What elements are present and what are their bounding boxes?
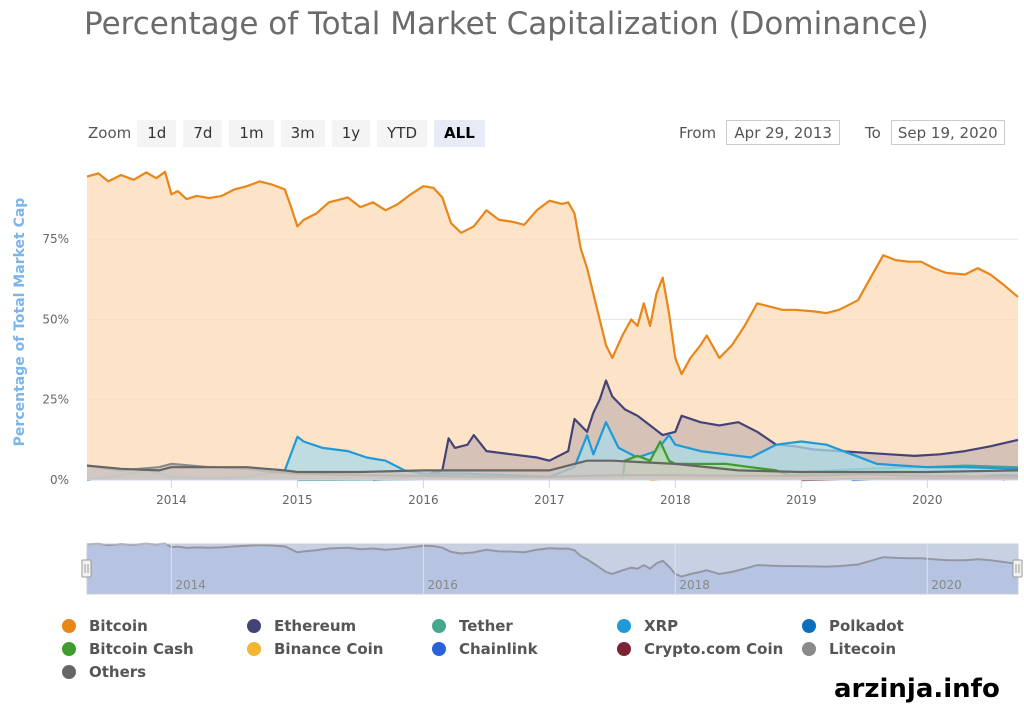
legend-dot-icon: [617, 618, 631, 633]
navigator-right-handle[interactable]: [1012, 559, 1023, 578]
navigator-tick-label: 2018: [679, 578, 710, 592]
navigator-series: [86, 542, 1019, 594]
y-axis-label: Percentage of Total Market Cap: [12, 198, 28, 447]
x-tick-label: 2017: [534, 493, 565, 507]
legend-item-bitcoin-cash[interactable]: Bitcoin Cash: [62, 638, 247, 659]
zoom-ytd-button[interactable]: YTD: [377, 119, 428, 147]
y-tick-label: 50%: [42, 312, 69, 326]
legend-item-crypto-com-coin[interactable]: Crypto.com Coin: [617, 638, 802, 659]
zoom-1y-button[interactable]: 1y: [331, 119, 371, 147]
zoom-7d-button[interactable]: 7d: [183, 119, 223, 147]
legend-dot-icon: [62, 618, 76, 633]
x-tick-label: 2018: [660, 493, 691, 507]
dominance-chart: 0% 25% 50% 75% 2014 2015 2016 2017 2018 2019 2020…: [12, 170, 1023, 595]
legend-label: Crypto.com Coin: [644, 639, 784, 658]
line-others[interactable]: [86, 459, 1019, 474]
legend-item-ethereum[interactable]: Ethereum: [247, 615, 432, 636]
range-to: To: [865, 120, 1005, 145]
legend-label: Tether: [459, 616, 513, 635]
x-tick-label: 2015: [282, 493, 313, 507]
x-axis: 2014 2015 2016 2017 2018 2019 2020: [87, 479, 1018, 507]
navigator[interactable]: 2014 2016 2018 2020: [81, 542, 1023, 595]
legend-dot-icon: [247, 641, 261, 656]
legend-dot-icon: [617, 641, 631, 656]
x-tick-label: 2019: [786, 493, 817, 507]
legend-dot-icon: [432, 618, 446, 633]
range-to-label: To: [865, 123, 881, 142]
navigator-left-handle[interactable]: [81, 559, 92, 578]
legend-label: Bitcoin Cash: [89, 639, 194, 658]
x-tick-label: 2016: [408, 493, 439, 507]
legend-item-others[interactable]: Others: [62, 661, 247, 682]
navigator-tick-label: 2016: [427, 578, 458, 592]
navigator-tick-label: 2014: [175, 578, 206, 592]
legend-dot-icon: [62, 641, 76, 656]
legend-label: Litecoin: [829, 639, 897, 658]
line-bitcoin[interactable]: [86, 170, 1019, 376]
navigator-tick-label: 2020: [931, 578, 962, 592]
zoom-3m-button[interactable]: 3m: [280, 119, 325, 147]
x-tick-label: 2014: [156, 493, 187, 507]
legend-item-bitcoin[interactable]: Bitcoin: [62, 615, 247, 636]
zoom-1m-button[interactable]: 1m: [229, 119, 274, 147]
legend-label: Polkadot: [829, 616, 904, 635]
zoom-toolbar: Zoom 1d 7d 1m 3m 1y YTD ALL: [88, 119, 492, 147]
navigator-x-axis: 2014 2016 2018 2020: [170, 544, 962, 594]
legend-item-xrp[interactable]: XRP: [617, 615, 802, 636]
watermark: arzinja.info: [832, 674, 1002, 704]
y-axis: 0% 25% 50% 75%: [42, 232, 69, 487]
series-areas: [86, 170, 1019, 482]
range-from-label: From: [679, 123, 717, 142]
y-tick-label: 25%: [42, 393, 69, 407]
legend-dot-icon: [802, 618, 816, 633]
legend-item-binance-coin[interactable]: Binance Coin: [247, 638, 432, 659]
navigator-selection[interactable]: [86, 543, 1019, 595]
chart-title: Percentage of Total Market Capitalizatio…: [84, 6, 929, 42]
legend-item-tether[interactable]: Tether: [432, 615, 617, 636]
y-tick-label: 0%: [50, 473, 69, 487]
legend-dot-icon: [247, 618, 261, 633]
legend-item-litecoin[interactable]: Litecoin: [802, 638, 962, 659]
legend-label: Binance Coin: [274, 639, 384, 658]
legend-item-polkadot[interactable]: Polkadot: [802, 615, 962, 636]
range-from-input[interactable]: [726, 120, 841, 145]
zoom-all-button[interactable]: ALL: [434, 119, 485, 147]
legend-label: Ethereum: [274, 616, 357, 635]
legend-label: XRP: [644, 616, 679, 635]
area-xrp: [87, 422, 1018, 480]
line-ethereum[interactable]: [372, 379, 1019, 482]
line-xrp[interactable]: [86, 421, 1019, 482]
range-from: From: [679, 120, 841, 145]
legend-dot-icon: [802, 641, 816, 656]
legend-dot-icon: [432, 641, 446, 656]
legend-label: Chainlink: [459, 639, 538, 658]
zoom-1d-button[interactable]: 1d: [137, 119, 177, 147]
legend: Bitcoin Ethereum Tether XRP Polkadot Bitcoin …: [62, 615, 962, 682]
legend-dot-icon: [62, 664, 76, 679]
x-tick-label: 2020: [912, 493, 943, 507]
area-bitcoin: [87, 171, 1018, 481]
legend-label: Others: [89, 662, 147, 681]
navigator-line: [86, 542, 1019, 578]
range-to-input[interactable]: [890, 120, 1005, 145]
legend-item-chainlink[interactable]: Chainlink: [432, 638, 617, 659]
legend-label: Bitcoin: [89, 616, 148, 635]
y-tick-label: 75%: [42, 232, 69, 246]
zoom-label: Zoom: [88, 124, 132, 142]
navigator-area: [87, 543, 1018, 594]
